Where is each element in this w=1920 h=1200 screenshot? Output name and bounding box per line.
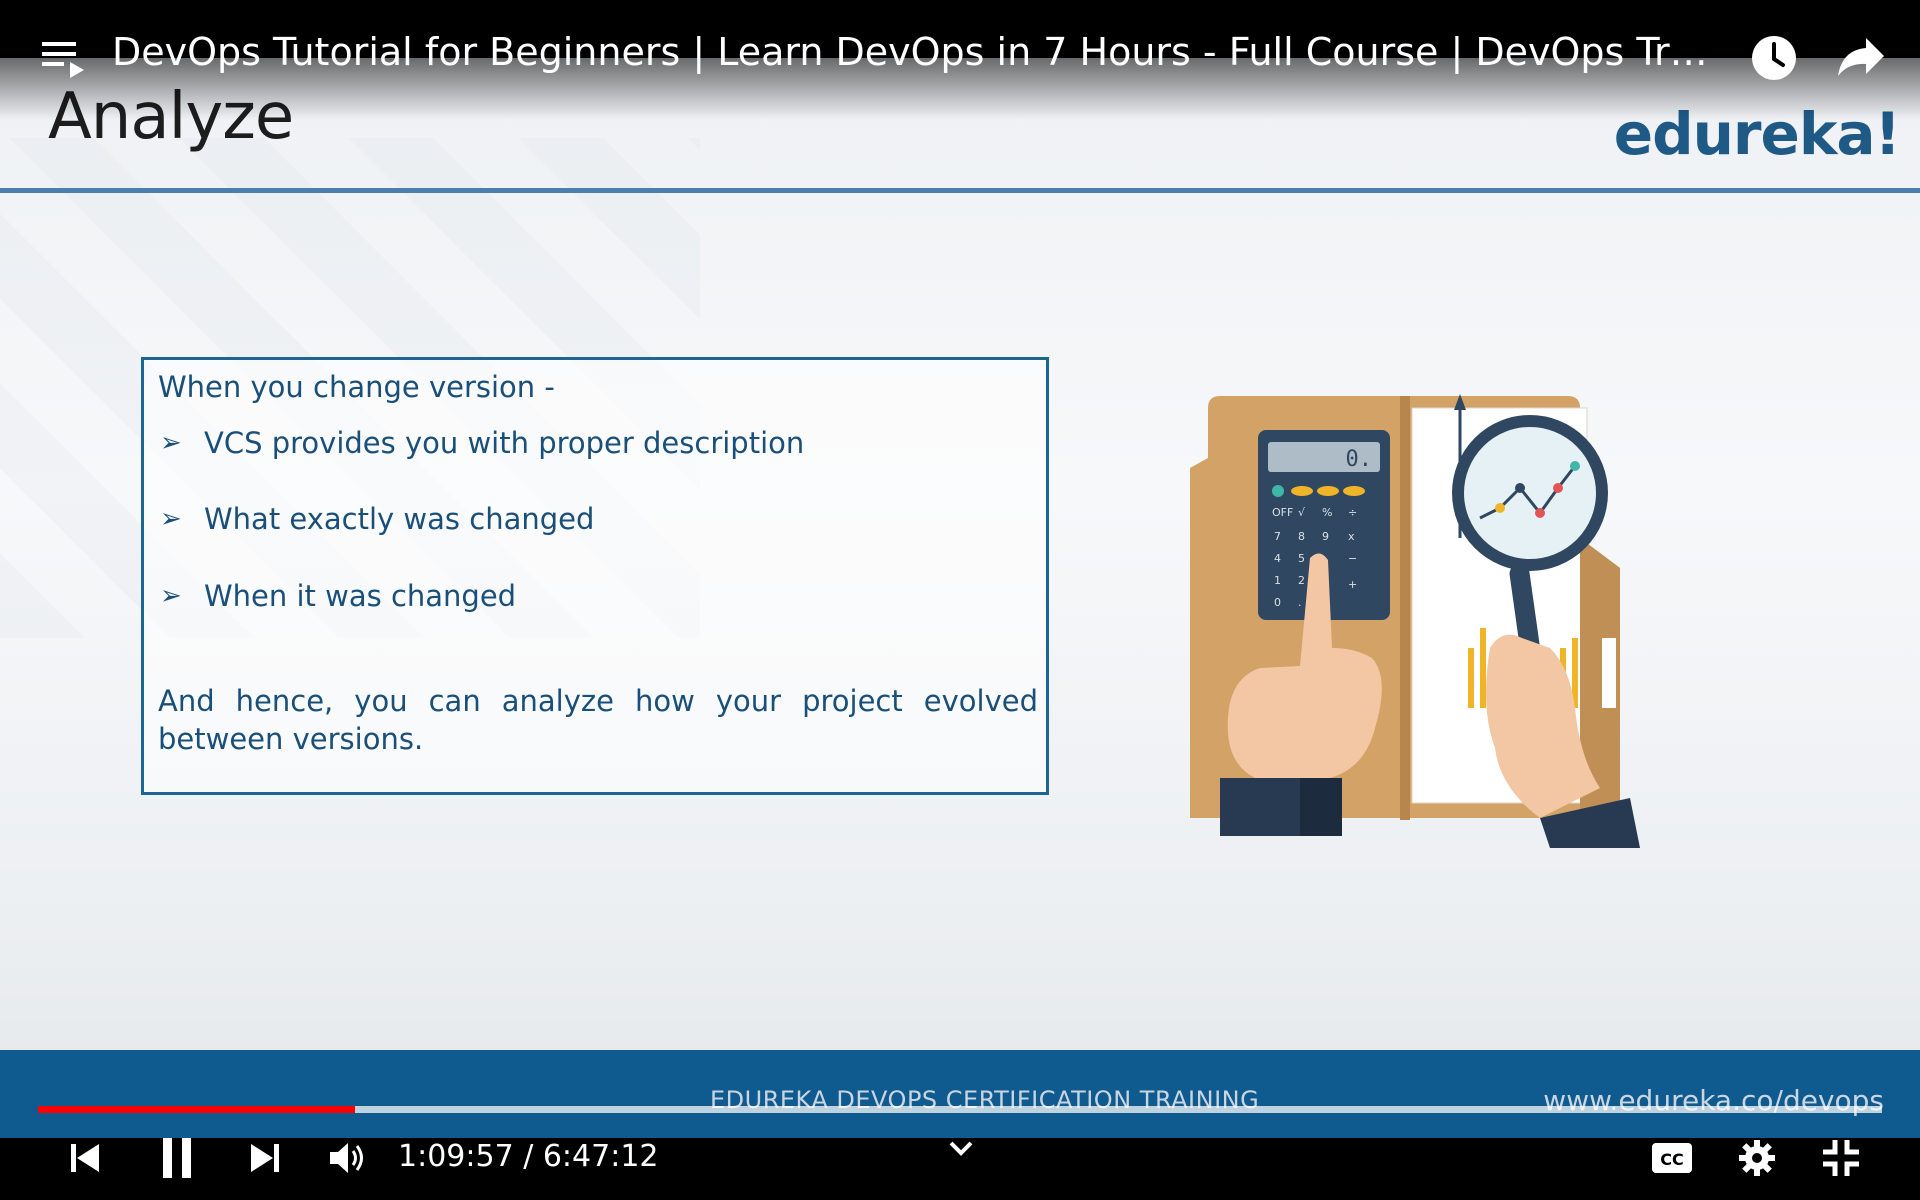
time-display: 1:09:57 / 6:47:12	[398, 1139, 659, 1174]
title-divider	[0, 188, 1920, 193]
svg-text:OFF: OFF	[1272, 506, 1293, 519]
clock-icon[interactable]	[1750, 34, 1798, 82]
arrow-bullet-icon: ➢	[160, 581, 182, 611]
volume-icon	[330, 1143, 363, 1173]
bullet-item: ➢ VCS provides you with proper descripti…	[160, 426, 804, 460]
svg-text:√: √	[1298, 506, 1306, 519]
svg-text:8: 8	[1298, 530, 1305, 543]
bullet-item: ➢ What exactly was changed	[160, 502, 594, 536]
svg-text:0.: 0.	[1346, 447, 1373, 472]
svg-text:.: .	[1298, 596, 1302, 609]
svg-text:CC: CC	[1660, 1150, 1683, 1169]
box-conclusion: And hence, you can analyze how your proj…	[158, 684, 1038, 756]
arrow-bullet-icon: ➢	[160, 504, 182, 534]
svg-text:1: 1	[1274, 574, 1281, 587]
volume-button[interactable]	[326, 1134, 368, 1182]
captions-button[interactable]: CC	[1648, 1134, 1696, 1182]
share-icon[interactable]	[1836, 34, 1886, 80]
top-gradient	[0, 0, 1920, 120]
skip-previous-button[interactable]	[62, 1134, 108, 1182]
progress-bar[interactable]	[38, 1106, 1882, 1113]
svg-text:5: 5	[1298, 552, 1305, 565]
svg-text:x: x	[1348, 530, 1355, 543]
skip-next-icon	[251, 1144, 279, 1172]
svg-text:+: +	[1348, 578, 1357, 591]
arrow-bullet-icon: ➢	[160, 428, 182, 458]
box-intro: When you change version -	[158, 370, 555, 404]
video-frame: Analyze edureka! When you change version…	[0, 58, 1920, 1140]
exit-fullscreen-button[interactable]	[1818, 1134, 1864, 1182]
bullet-text: When it was changed	[204, 579, 517, 613]
svg-text:0: 0	[1274, 596, 1281, 609]
slide-footer-band	[0, 1050, 1920, 1140]
pause-icon	[163, 1138, 191, 1178]
svg-text:2: 2	[1298, 574, 1305, 587]
time-separator: /	[513, 1139, 543, 1174]
analysis-illustration: 0. OFF √% ÷ 7 8 9 x 4 5 − 1 2 + 0.	[1190, 394, 1640, 848]
bullet-text: VCS provides you with proper description	[204, 426, 805, 460]
playlist-icon[interactable]	[40, 38, 88, 80]
gear-icon	[1739, 1140, 1775, 1176]
bullet-text: What exactly was changed	[204, 502, 595, 536]
progress-played	[38, 1106, 356, 1113]
skip-next-button[interactable]	[242, 1134, 288, 1182]
progress-buffered	[38, 1106, 1882, 1113]
svg-text:4: 4	[1274, 552, 1281, 565]
controls-bar	[0, 1138, 1920, 1200]
svg-text:%: %	[1322, 506, 1332, 519]
video-title[interactable]: DevOps Tutorial for Beginners | Learn De…	[112, 30, 1722, 74]
duration: 6:47:12	[542, 1139, 659, 1174]
settings-button[interactable]	[1734, 1134, 1780, 1182]
chevron-down-icon[interactable]	[946, 1138, 976, 1160]
current-time: 1:09:57	[398, 1139, 514, 1174]
pause-button[interactable]	[150, 1134, 204, 1182]
skip-previous-icon	[71, 1144, 99, 1172]
svg-text:9: 9	[1322, 530, 1329, 543]
content-box: When you change version - ➢ VCS provides…	[141, 357, 1049, 795]
captions-icon: CC	[1652, 1143, 1692, 1173]
svg-text:7: 7	[1274, 530, 1281, 543]
svg-text:÷: ÷	[1348, 506, 1357, 519]
bullet-item: ➢ When it was changed	[160, 579, 516, 613]
svg-text:−: −	[1348, 552, 1357, 565]
exit-fullscreen-icon	[1823, 1140, 1859, 1176]
